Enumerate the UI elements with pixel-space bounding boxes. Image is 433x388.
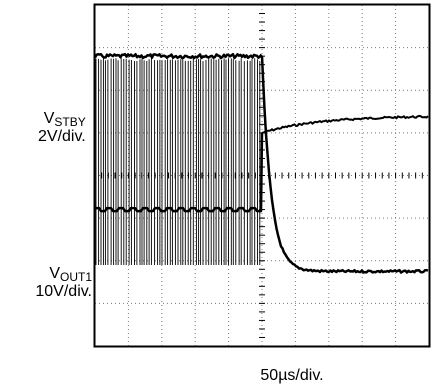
vstby-trace-after — [261, 114, 429, 134]
plot-frame — [93, 3, 431, 348]
vstby-scale: 2V/div. — [38, 128, 86, 145]
vout1-scale: 10V/div. — [35, 283, 92, 300]
vout1-label-base: V — [49, 265, 60, 282]
vstby-label-base: V — [43, 110, 55, 127]
vout1-trace-top — [93, 52, 263, 60]
vstby-trace-before — [95, 132, 264, 213]
vstby-label-sub: STBY — [54, 115, 86, 129]
vout1-trace-switching — [95, 58, 261, 265]
vout1-label-sub: OUT1 — [59, 270, 92, 284]
time-scale-label: 50µs/div. — [260, 367, 324, 384]
traces — [93, 52, 429, 274]
vout1-trace-decay — [260, 56, 429, 274]
vout1-label: VOUT1 10V/div. — [0, 265, 92, 301]
vstby-label: VSTBY 2V/div. — [38, 110, 86, 146]
